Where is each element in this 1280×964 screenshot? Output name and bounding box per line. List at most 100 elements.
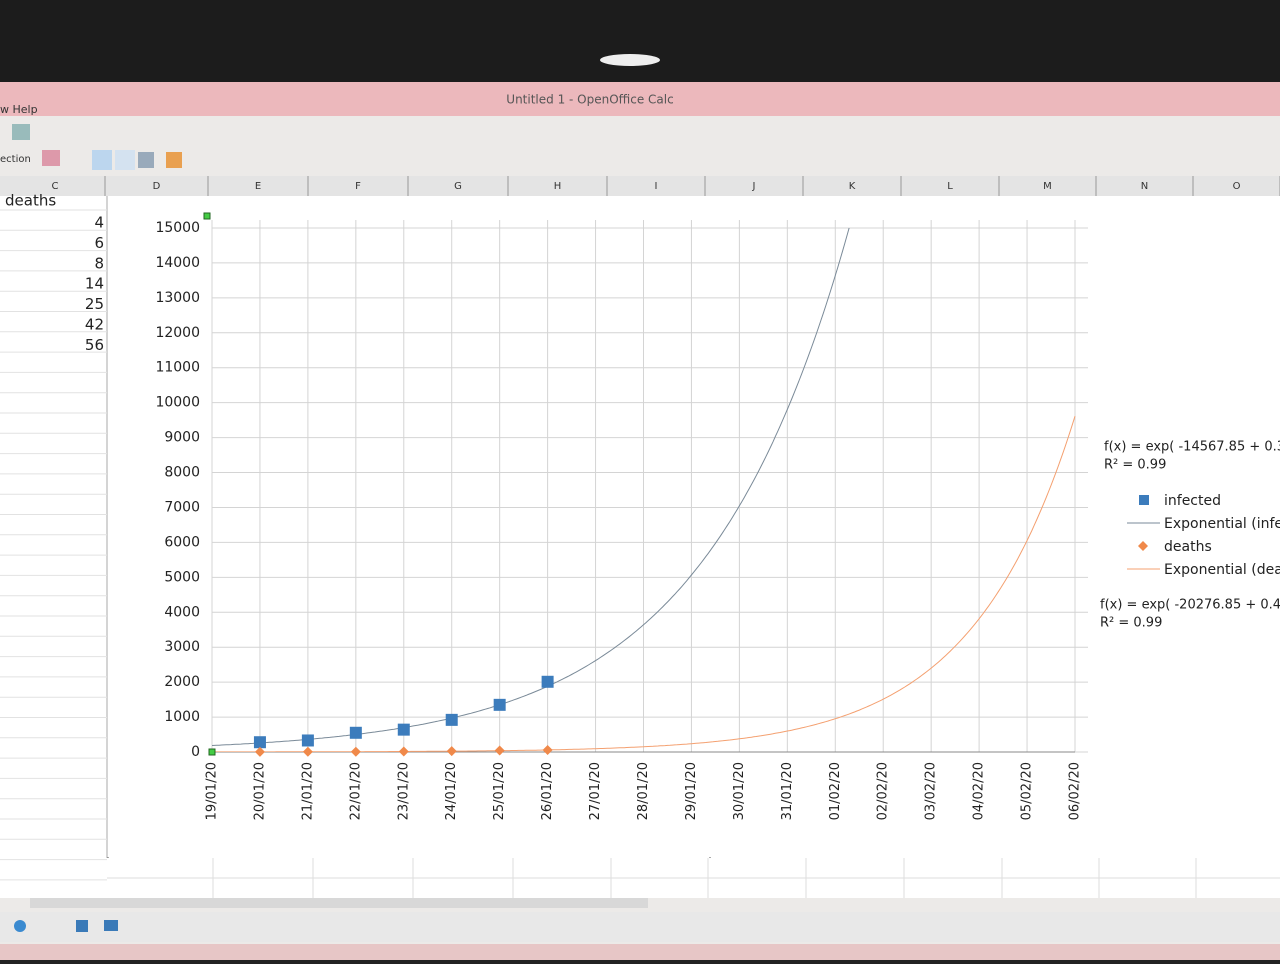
marker [254, 746, 265, 757]
x-tick-label: 20/01/20 [252, 762, 267, 820]
column-header[interactable]: I [655, 181, 658, 192]
cell: 6 [94, 234, 104, 252]
x-tick-label: 27/01/20 [588, 762, 603, 820]
title-bar [0, 82, 1280, 116]
y-tick-label: 6000 [164, 534, 200, 550]
y-tick-label: 8000 [164, 465, 200, 481]
cell: 8 [94, 254, 104, 272]
scrollbar[interactable] [30, 898, 648, 908]
column-header-row [0, 176, 1280, 196]
toolbar-label: ection [0, 154, 31, 165]
menu-bar[interactable]: w Help [0, 103, 38, 116]
marker [301, 734, 314, 747]
x-tick-label: 01/02/20 [828, 762, 843, 820]
marker [398, 746, 409, 757]
column-header[interactable]: G [454, 181, 462, 192]
marker [350, 746, 361, 757]
x-tick-label: 25/01/20 [492, 762, 507, 820]
toolbar-icon[interactable] [138, 152, 154, 168]
legend-label: infected [1164, 493, 1221, 509]
x-tick-label: 05/02/20 [1020, 762, 1035, 820]
marker [397, 723, 410, 736]
sheet-area [0, 196, 1280, 858]
x-tick-label: 23/01/20 [396, 762, 411, 820]
marker [494, 745, 505, 756]
x-tick-label: 24/01/20 [444, 762, 459, 820]
y-tick-label: 4000 [164, 604, 200, 620]
cell: deaths [5, 192, 56, 210]
y-tick-label: 13000 [155, 290, 200, 306]
x-tick-label: 04/02/20 [972, 762, 987, 820]
marker [542, 745, 553, 756]
x-tick-label: 03/02/20 [924, 762, 939, 820]
cell: 25 [85, 295, 104, 313]
x-tick-label: 30/01/20 [732, 762, 747, 820]
toolbar-icon[interactable] [76, 920, 88, 932]
y-tick-label: 12000 [155, 325, 200, 341]
trend-equation: f(x) = exp( -14567.85 + 0.33 [1104, 440, 1280, 455]
y-tick-label: 0 [191, 744, 200, 760]
legend-marker [1138, 541, 1148, 551]
marker [493, 698, 506, 711]
x-tick-label: 21/01/20 [300, 762, 315, 820]
x-tick-label: 19/01/20 [205, 762, 220, 820]
y-tick-label: 11000 [155, 360, 200, 376]
column-header[interactable]: K [849, 181, 856, 192]
column-header[interactable]: J [752, 181, 756, 192]
window-title: Untitled 1 - OpenOffice Calc [506, 93, 673, 107]
toolbar-icon[interactable] [14, 920, 26, 932]
y-tick-label: 9000 [164, 430, 200, 446]
column-header[interactable]: D [153, 181, 161, 192]
legend-label: Exponential (infec [1164, 516, 1280, 532]
y-tick-label: 14000 [155, 255, 200, 271]
y-tick-label: 10000 [155, 395, 200, 411]
toolbar-icon[interactable] [12, 124, 30, 140]
trend-equation: f(x) = exp( -20276.85 + 0.46 [1100, 598, 1280, 613]
x-tick-label: 06/02/20 [1068, 762, 1083, 820]
toolbar-icon[interactable] [92, 150, 112, 170]
toolbar-icon[interactable] [115, 150, 135, 170]
marker [253, 736, 266, 749]
x-tick-label: 26/01/20 [540, 762, 555, 820]
selection-handle [208, 748, 216, 756]
selection-handle [203, 212, 211, 220]
toolbar-icon[interactable] [104, 920, 118, 931]
monitor-bezel [0, 0, 1280, 82]
column-header[interactable]: N [1141, 181, 1148, 192]
reflection [600, 54, 660, 66]
marker [445, 713, 458, 726]
cell: 42 [85, 316, 104, 334]
x-tick-label: 22/01/20 [348, 762, 363, 820]
column-header[interactable]: L [947, 181, 953, 192]
column-header[interactable]: H [554, 181, 562, 192]
trend-r2: R² = 0.99 [1104, 458, 1166, 473]
marker [446, 746, 457, 757]
column-header[interactable]: O [1233, 181, 1241, 192]
cell: 14 [85, 275, 104, 293]
trend-r2: R² = 0.99 [1100, 616, 1162, 631]
drawing-toolbar [0, 912, 1280, 942]
marker [349, 726, 362, 739]
taskbar [0, 944, 1280, 960]
cell: 4 [94, 214, 104, 232]
y-tick-label: 5000 [164, 569, 200, 585]
column-header[interactable]: C [52, 181, 59, 192]
marker [302, 746, 313, 757]
legend-label: deaths [1164, 539, 1212, 555]
toolbar-icon[interactable] [42, 150, 60, 166]
y-tick-label: 2000 [164, 674, 200, 690]
y-tick-label: 7000 [164, 499, 200, 515]
y-tick-label: 15000 [155, 220, 200, 236]
x-tick-label: 28/01/20 [636, 762, 651, 820]
toolbar-icon[interactable] [166, 152, 182, 168]
column-header[interactable]: E [255, 181, 261, 192]
column-header[interactable]: F [355, 181, 361, 192]
y-tick-label: 3000 [164, 639, 200, 655]
x-tick-label: 31/01/20 [780, 762, 795, 820]
x-tick-label: 02/02/20 [876, 762, 891, 820]
marker [541, 675, 554, 688]
column-header[interactable]: M [1043, 181, 1052, 192]
y-tick-label: 1000 [164, 709, 200, 725]
x-tick-label: 29/01/20 [684, 762, 699, 820]
